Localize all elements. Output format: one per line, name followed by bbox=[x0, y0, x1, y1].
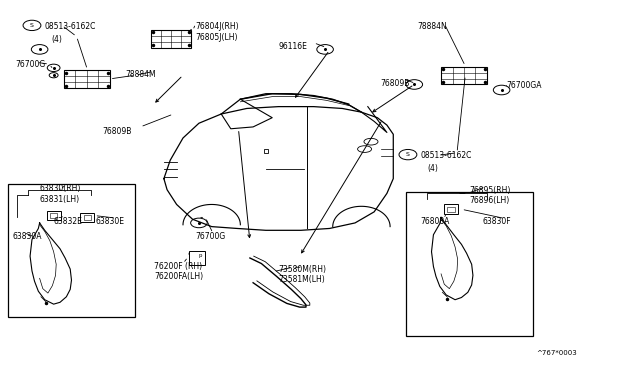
Text: 76808A: 76808A bbox=[420, 217, 450, 227]
Text: 76895(RH): 76895(RH) bbox=[470, 186, 511, 195]
Bar bbox=[64, 70, 109, 88]
Text: 08513-6162C: 08513-6162C bbox=[45, 22, 96, 31]
Bar bbox=[81, 212, 95, 222]
Text: 63831(LH): 63831(LH) bbox=[40, 195, 80, 204]
Text: 76700G: 76700G bbox=[15, 61, 45, 70]
Text: 76200F (RH): 76200F (RH) bbox=[154, 262, 202, 271]
Text: 78884M: 78884M bbox=[125, 70, 156, 79]
Bar bbox=[444, 205, 458, 214]
Bar bbox=[189, 251, 205, 265]
Text: 76805J(LH): 76805J(LH) bbox=[196, 33, 238, 42]
Text: 76804J(RH): 76804J(RH) bbox=[196, 22, 239, 31]
Text: 63830A: 63830A bbox=[13, 232, 42, 241]
Text: (4): (4) bbox=[52, 35, 63, 44]
Text: 08513-6162C: 08513-6162C bbox=[420, 151, 472, 160]
Bar bbox=[406, 192, 534, 336]
Text: 76200FA(LH): 76200FA(LH) bbox=[154, 272, 204, 280]
Text: ^767*0003: ^767*0003 bbox=[537, 350, 577, 356]
Text: 63830E: 63830E bbox=[96, 217, 125, 227]
Text: S: S bbox=[406, 152, 410, 157]
Text: (4): (4) bbox=[428, 164, 438, 173]
Text: 76700G: 76700G bbox=[196, 232, 226, 241]
Text: S: S bbox=[30, 23, 34, 28]
Bar bbox=[447, 207, 455, 212]
Bar bbox=[50, 213, 58, 218]
Bar bbox=[151, 30, 191, 48]
Text: 63830(RH): 63830(RH) bbox=[40, 184, 81, 193]
Text: 76809B: 76809B bbox=[381, 79, 410, 88]
Text: 73581M(LH): 73581M(LH) bbox=[278, 275, 325, 284]
Text: 76809B: 76809B bbox=[102, 127, 131, 136]
Bar bbox=[8, 184, 135, 317]
Text: p: p bbox=[198, 253, 202, 258]
Text: 63830F: 63830F bbox=[483, 217, 511, 227]
Bar bbox=[441, 67, 487, 84]
Text: 63832E: 63832E bbox=[54, 217, 83, 227]
Bar bbox=[84, 215, 92, 220]
Text: 78884N: 78884N bbox=[417, 22, 447, 31]
Text: 76896(LH): 76896(LH) bbox=[470, 196, 510, 205]
Bar bbox=[47, 211, 61, 220]
Text: 76700GA: 76700GA bbox=[507, 81, 542, 90]
Text: 73580M(RH): 73580M(RH) bbox=[278, 265, 326, 275]
Text: 96116E: 96116E bbox=[278, 42, 307, 51]
